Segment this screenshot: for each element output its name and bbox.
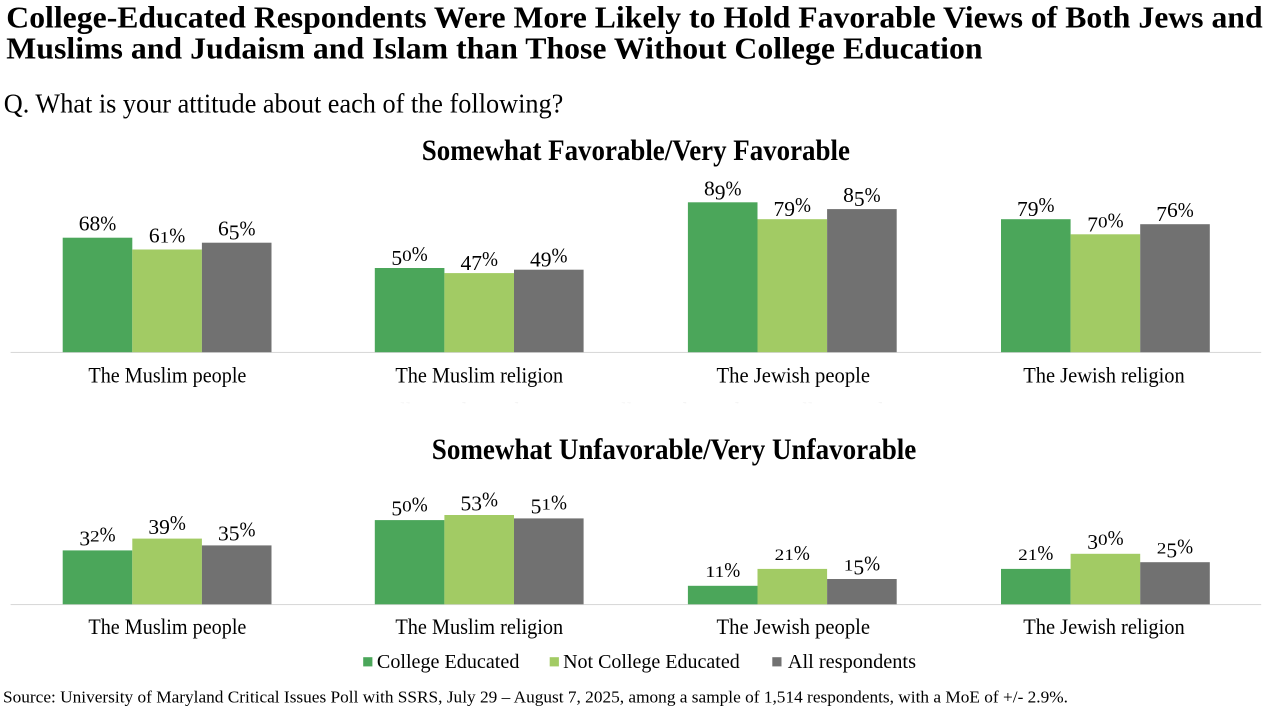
svg-text:53%: 53%: [460, 487, 498, 515]
svg-text:11%: 11%: [705, 558, 740, 582]
svg-text:65%: 65%: [218, 217, 256, 245]
svg-text:35%: 35%: [218, 518, 256, 546]
svg-text:30%: 30%: [1087, 526, 1123, 554]
svg-text:47%: 47%: [460, 247, 498, 275]
svg-text:Not College Educated: Not College Educated: [563, 400, 740, 422]
svg-text:The Jewish people: The Jewish people: [717, 364, 871, 388]
svg-text:51%: 51%: [531, 491, 567, 519]
svg-text:All respondents: All respondents: [788, 651, 916, 673]
svg-text:All respondents: All respondents: [788, 400, 916, 422]
svg-text:68%: 68%: [79, 212, 117, 236]
svg-text:College Educated: College Educated: [377, 400, 520, 422]
svg-text:Somewhat Favorable/Very Favora: Somewhat Favorable/Very Favorable: [422, 135, 850, 167]
svg-text:The Muslim people: The Muslim people: [88, 615, 246, 639]
svg-text:32%: 32%: [79, 523, 115, 551]
svg-text:The Muslim religion: The Muslim religion: [395, 364, 563, 388]
svg-text:Source: University of Maryland: Source: University of Maryland Critical …: [3, 687, 1068, 706]
svg-text:76%: 76%: [1156, 198, 1194, 226]
svg-text:50%: 50%: [391, 242, 427, 270]
svg-text:The Muslim religion: The Muslim religion: [395, 615, 563, 639]
svg-text:The Jewish people: The Jewish people: [717, 615, 871, 639]
svg-text:61%: 61%: [149, 223, 185, 247]
svg-text:21%: 21%: [775, 541, 810, 565]
svg-text:50%: 50%: [391, 492, 427, 520]
svg-text:The Jewish religion: The Jewish religion: [1023, 364, 1185, 388]
svg-text:79%: 79%: [1017, 193, 1055, 221]
svg-text:College-Educated Respondents W: College-Educated Respondents Were More L…: [6, 0, 1262, 34]
svg-text:39%: 39%: [148, 511, 186, 539]
svg-text:25%: 25%: [1157, 535, 1193, 563]
svg-text:79%: 79%: [774, 193, 812, 221]
svg-text:15%: 15%: [844, 551, 880, 579]
svg-text:85%: 85%: [843, 183, 881, 211]
svg-text:Somewhat Unfavorable/Very Unfa: Somewhat Unfavorable/Very Unfavorable: [432, 434, 916, 466]
svg-text:Q. What is your attitude about: Q. What is your attitude about each of t…: [4, 89, 564, 119]
svg-text:Not College Educated: Not College Educated: [563, 651, 740, 673]
svg-text:The Jewish religion: The Jewish religion: [1023, 615, 1185, 639]
svg-text:70%: 70%: [1087, 208, 1123, 236]
svg-text:Muslims and Judaism and Islam: Muslims and Judaism and Islam than Those…: [6, 32, 982, 66]
svg-text:89%: 89%: [704, 176, 742, 204]
svg-text:49%: 49%: [530, 244, 568, 272]
svg-text:21%: 21%: [1018, 541, 1053, 565]
svg-text:College Educated: College Educated: [377, 651, 520, 673]
svg-text:The Muslim people: The Muslim people: [88, 364, 246, 388]
